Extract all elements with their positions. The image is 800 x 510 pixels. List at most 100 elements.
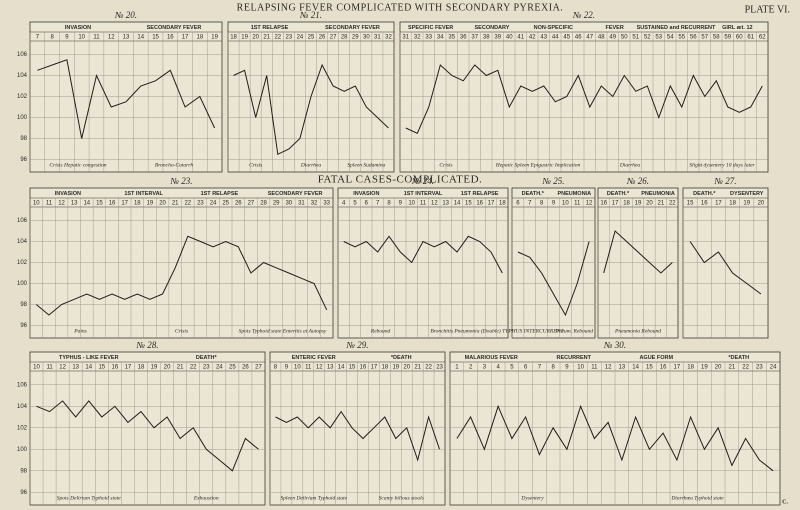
day-label: 9 xyxy=(285,365,289,371)
chart-title: № 25. xyxy=(542,176,565,186)
day-label: 11 xyxy=(46,365,53,371)
day-label: 23 xyxy=(286,35,293,41)
day-label: 19 xyxy=(701,365,708,371)
day-label: 21 xyxy=(263,35,270,41)
y-tick-label: 106 xyxy=(17,218,28,224)
day-label: 20 xyxy=(758,201,765,207)
day-label: 17 xyxy=(612,201,619,207)
day-label: 21 xyxy=(414,365,421,371)
day-label: 24 xyxy=(216,365,223,371)
day-label: 4 xyxy=(342,201,346,207)
day-label: 21 xyxy=(172,201,179,207)
day-label: 52 xyxy=(644,35,651,41)
day-label: 51 xyxy=(632,35,639,41)
phase-label: GIRL æt. 12 xyxy=(722,25,752,31)
day-label: 18 xyxy=(623,201,630,207)
day-label: 54 xyxy=(667,35,674,41)
phase-label: 1ST INTERVAL xyxy=(404,191,443,197)
day-label: 18 xyxy=(729,201,736,207)
day-label: 42 xyxy=(529,35,536,41)
chart-frame xyxy=(337,187,509,339)
day-label: 21 xyxy=(729,365,736,371)
day-label: 20 xyxy=(159,201,166,207)
day-label: 24 xyxy=(210,201,217,207)
chart-title: № 28. xyxy=(136,340,159,350)
phase-label: SECONDARY xyxy=(475,25,510,31)
day-label: 17 xyxy=(371,365,378,371)
annotation: Crisis xyxy=(439,162,452,168)
day-label: 53 xyxy=(655,35,662,41)
phase-label: PNEUMONIA xyxy=(557,191,591,197)
day-label: 30 xyxy=(285,201,292,207)
day-label: 29 xyxy=(352,35,359,41)
day-label: 20 xyxy=(164,365,171,371)
day-label: 20 xyxy=(252,35,259,41)
day-label: 20 xyxy=(646,201,653,207)
temperature-line xyxy=(35,235,328,316)
phase-label: AGUE FORM xyxy=(639,355,673,361)
day-label: 14 xyxy=(338,365,345,371)
day-label: 19 xyxy=(211,35,218,41)
day-label: 19 xyxy=(392,365,399,371)
temperature-line xyxy=(603,230,673,274)
day-label: 8 xyxy=(540,201,544,207)
day-label: 8 xyxy=(551,365,555,371)
chart-title: № 26. xyxy=(626,176,649,186)
day-label: 46 xyxy=(575,35,582,41)
y-tick-label: 106 xyxy=(17,382,28,388)
day-label: 3 xyxy=(483,365,487,371)
day-label: 26 xyxy=(242,365,249,371)
annotation: Slight dysentery 10 days later xyxy=(689,162,755,168)
phase-label: DEATH.* xyxy=(693,191,716,197)
day-label: 13 xyxy=(72,365,79,371)
phase-label: TYPHUS - LIKE FEVER xyxy=(59,355,119,361)
temperature-line xyxy=(405,64,763,134)
temperature-line xyxy=(37,59,216,139)
day-label: 22 xyxy=(190,365,197,371)
y-tick-label: 96 xyxy=(20,490,27,496)
day-label: 21 xyxy=(177,365,184,371)
day-label: 38 xyxy=(483,35,490,41)
day-label: 23 xyxy=(203,365,210,371)
y-tick-label: 102 xyxy=(17,94,28,100)
phase-label: INVASION xyxy=(65,25,91,31)
day-label: 16 xyxy=(360,365,367,371)
day-label: 12 xyxy=(586,201,593,207)
day-label: 12 xyxy=(605,365,612,371)
phase-label: *DEATH xyxy=(728,355,749,361)
y-tick-label: 98 xyxy=(20,136,27,142)
day-label: 10 xyxy=(33,365,40,371)
day-label: 48 xyxy=(598,35,605,41)
day-label: 20 xyxy=(403,365,410,371)
day-label: 15 xyxy=(152,35,159,41)
day-label: 13 xyxy=(327,365,334,371)
day-label: 19 xyxy=(151,365,158,371)
day-label: 58 xyxy=(713,35,720,41)
day-label: 55 xyxy=(678,35,685,41)
phase-label: *DEATH xyxy=(391,355,412,361)
annotation: Exhaustion xyxy=(193,495,219,501)
annotation: Pneum. Rebound xyxy=(554,328,593,334)
day-label: 17 xyxy=(182,35,189,41)
phase-label: ENTERIC FEVER xyxy=(292,355,336,361)
day-label: 5 xyxy=(353,201,357,207)
day-label: 30 xyxy=(363,35,370,41)
phase-label: NON-SPECIFIC xyxy=(534,25,573,31)
day-label: 33 xyxy=(323,201,330,207)
temperature-line xyxy=(689,241,762,295)
plate-subtitle: FATAL CASES-COMPLICATED. xyxy=(318,174,483,186)
y-tick-label: 102 xyxy=(17,260,28,266)
day-label: 25 xyxy=(222,201,229,207)
day-label: 37 xyxy=(471,35,478,41)
day-label: 50 xyxy=(621,35,628,41)
chart-frame xyxy=(511,187,596,339)
day-label: 8 xyxy=(387,201,391,207)
day-label: 4 xyxy=(496,365,500,371)
day-label: 39 xyxy=(494,35,501,41)
annotation: Hepatic Spleen Epigastric Implication xyxy=(495,162,581,168)
phase-label: MALARIOUS FEVER xyxy=(465,355,518,361)
day-label: 24 xyxy=(297,35,304,41)
day-label: 12 xyxy=(316,365,323,371)
day-label: 8 xyxy=(274,365,278,371)
